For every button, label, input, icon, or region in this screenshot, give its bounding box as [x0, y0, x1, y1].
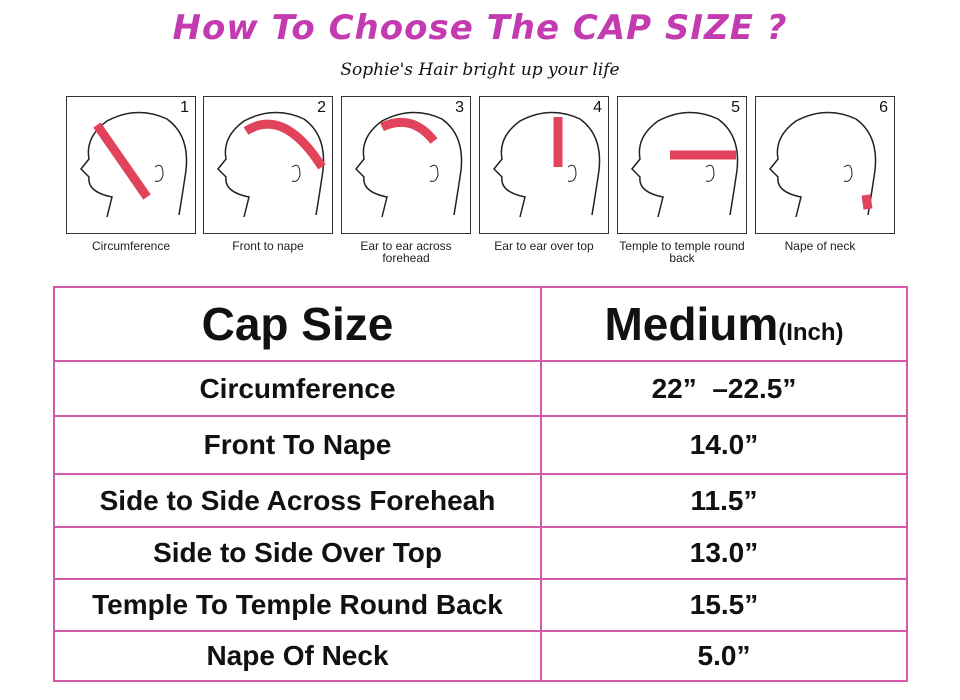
measuring-tape [93, 122, 151, 200]
step-label: Circumference [91, 239, 171, 253]
measurement-value: 22” –22.5” [540, 360, 908, 417]
step-number: 1 [180, 99, 189, 116]
head-illustration-icon [354, 111, 463, 218]
step-label: Nape of neck [784, 239, 856, 253]
step-number: 6 [879, 99, 888, 116]
measurement-value: 15.5” [540, 578, 908, 632]
head-illustration-icon [630, 111, 739, 218]
step-number: 5 [731, 99, 740, 116]
measurement-name: Temple To Temple Round Back [53, 578, 542, 632]
head-illustration-icon [768, 111, 877, 218]
subtitle: Sophie's Hair bright up your life [340, 60, 620, 80]
measurement-name: Circumference [53, 360, 542, 417]
step-number: 4 [593, 99, 602, 116]
table-row: Front To Nape 14.0” [53, 415, 908, 475]
table-row: Side to Side Over Top 13.0” [53, 526, 908, 580]
step-label: Temple to temple round back [619, 239, 745, 265]
measurement-name: Side to Side Across Foreheah [53, 473, 542, 528]
head-illustration-icon [79, 111, 188, 218]
header-unit: (Inch) [778, 319, 844, 346]
step-panel-2: 2 [203, 96, 333, 234]
table-header: Cap Size Medium(Inch) [53, 286, 908, 362]
step-panel-3: 3 [341, 96, 471, 234]
measurement-name: Nape Of Neck [53, 630, 542, 682]
step-panel-6: 6 [755, 96, 895, 234]
page-title: How To Choose The CAP SIZE ? [172, 8, 788, 48]
table-row: Side to Side Across Foreheah 11.5” [53, 473, 908, 528]
cap-size-table: Cap Size Medium(Inch) Circumference 22” –… [53, 286, 908, 682]
step-label: Front to nape [232, 239, 304, 253]
step-number: 2 [317, 99, 326, 116]
table-row: Nape Of Neck 5.0” [53, 630, 908, 682]
measurement-value: 13.0” [540, 526, 908, 580]
header-size: Medium [604, 298, 779, 350]
measurement-value: 11.5” [540, 473, 908, 528]
step-panel-5: 5 [617, 96, 747, 234]
step-panel-4: 4 [479, 96, 609, 234]
step-label: Ear to ear over top [494, 239, 594, 253]
table-row: Temple To Temple Round Back 15.5” [53, 578, 908, 632]
header-medium: Medium(Inch) [540, 286, 908, 362]
measurement-value: 14.0” [540, 415, 908, 475]
step-panel-1: 1 [66, 96, 196, 234]
step-number: 3 [455, 99, 464, 116]
head-illustration-icon [216, 111, 326, 218]
measurement-name: Side to Side Over Top [53, 526, 542, 580]
measuring-tape [243, 119, 326, 170]
measuring-tape [861, 194, 873, 210]
measurement-value: 5.0” [540, 630, 908, 682]
head-illustration-icon [492, 111, 601, 218]
step-label: Ear to ear across forehead [360, 239, 452, 265]
table-row: Circumference 22” –22.5” [53, 360, 908, 417]
measurement-name: Front To Nape [53, 415, 542, 475]
header-cap-size: Cap Size [53, 286, 542, 362]
measuring-tape [380, 117, 438, 144]
